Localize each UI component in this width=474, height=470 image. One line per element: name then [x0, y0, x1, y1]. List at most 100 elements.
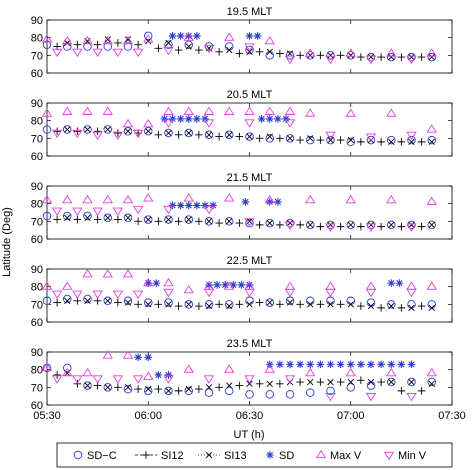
data-point [134, 300, 142, 309]
data-point [284, 55, 296, 65]
data-point [102, 106, 113, 115]
data-point [246, 301, 253, 308]
data-point [184, 215, 193, 224]
data-point [104, 36, 111, 43]
y-tick-label: 80 [31, 282, 43, 294]
data-point [284, 106, 296, 115]
data-point [345, 108, 356, 117]
data-point [164, 128, 173, 138]
data-point [397, 138, 406, 146]
data-point [286, 299, 294, 306]
panel-title: 22.5 MLT [227, 255, 273, 267]
data-point [357, 302, 365, 310]
data-point [193, 201, 201, 210]
data-point [316, 300, 325, 309]
data-point [73, 215, 82, 224]
data-point [346, 296, 356, 306]
data-point [265, 198, 274, 206]
data-point [266, 380, 273, 387]
data-point [145, 128, 152, 135]
data-point [274, 198, 282, 206]
data-point [255, 298, 264, 307]
data-point [367, 221, 375, 229]
data-point [296, 300, 304, 309]
data-point [154, 385, 163, 393]
data-point [82, 106, 93, 115]
data-point [367, 378, 375, 386]
data-point [114, 129, 122, 137]
data-point [195, 131, 203, 139]
data-point [62, 281, 73, 290]
data-point [183, 284, 194, 294]
data-point [336, 222, 345, 231]
data-point [195, 46, 203, 54]
data-point [168, 115, 177, 123]
data-point [327, 301, 334, 308]
x-tick-label: 06:30 [236, 410, 264, 422]
data-point [253, 32, 262, 40]
data-point [114, 215, 122, 224]
data-point [145, 385, 152, 393]
data-point [51, 290, 63, 299]
data-point [184, 32, 193, 40]
data-point [53, 371, 61, 379]
data-point [305, 194, 316, 204]
data-point [285, 134, 295, 143]
data-point [102, 269, 113, 278]
data-point [184, 300, 193, 309]
panel-title: 21.5 MLT [227, 172, 273, 184]
data-point [102, 35, 113, 45]
data-point [42, 296, 52, 306]
data-point [183, 364, 194, 373]
data-point [209, 201, 217, 210]
data-point [397, 304, 406, 312]
data-point [265, 360, 274, 369]
data-point [245, 32, 254, 40]
data-point [82, 269, 93, 278]
data-point [336, 378, 345, 386]
data-point [366, 298, 376, 307]
y-tick-label: 70 [31, 382, 43, 394]
series-min-v [51, 205, 417, 232]
data-point [203, 288, 215, 298]
data-point [387, 135, 396, 145]
data-point [42, 125, 52, 134]
data-point [102, 194, 113, 204]
series-max-v [41, 106, 437, 133]
data-point [224, 364, 235, 373]
data-point [346, 360, 355, 369]
series-si12 [53, 371, 426, 395]
data-point [365, 393, 377, 402]
data-point [264, 106, 275, 115]
data-point [41, 281, 53, 290]
data-point [226, 131, 233, 138]
data-point [406, 55, 417, 65]
legend-marker [383, 451, 395, 461]
data-point [325, 223, 336, 232]
data-point [397, 53, 406, 61]
data-point [145, 38, 152, 45]
data-point [174, 131, 183, 139]
data-point [387, 220, 396, 230]
data-point [276, 134, 284, 143]
data-point [265, 390, 275, 399]
data-point [41, 362, 53, 372]
series-sd [168, 198, 282, 210]
data-point [185, 385, 192, 393]
data-point [326, 51, 335, 60]
legend-label: Max V [330, 450, 362, 462]
series-si12 [53, 215, 426, 231]
data-point [185, 216, 192, 223]
data-point [144, 279, 153, 287]
data-point [346, 383, 356, 392]
data-point [224, 217, 234, 226]
data-point [305, 48, 316, 57]
data-point [122, 35, 134, 45]
data-point [84, 126, 91, 133]
data-point [224, 32, 235, 41]
data-point [215, 383, 223, 392]
data-point [63, 125, 72, 134]
data-point [377, 378, 385, 386]
data-point [428, 221, 435, 229]
data-point [316, 136, 325, 144]
